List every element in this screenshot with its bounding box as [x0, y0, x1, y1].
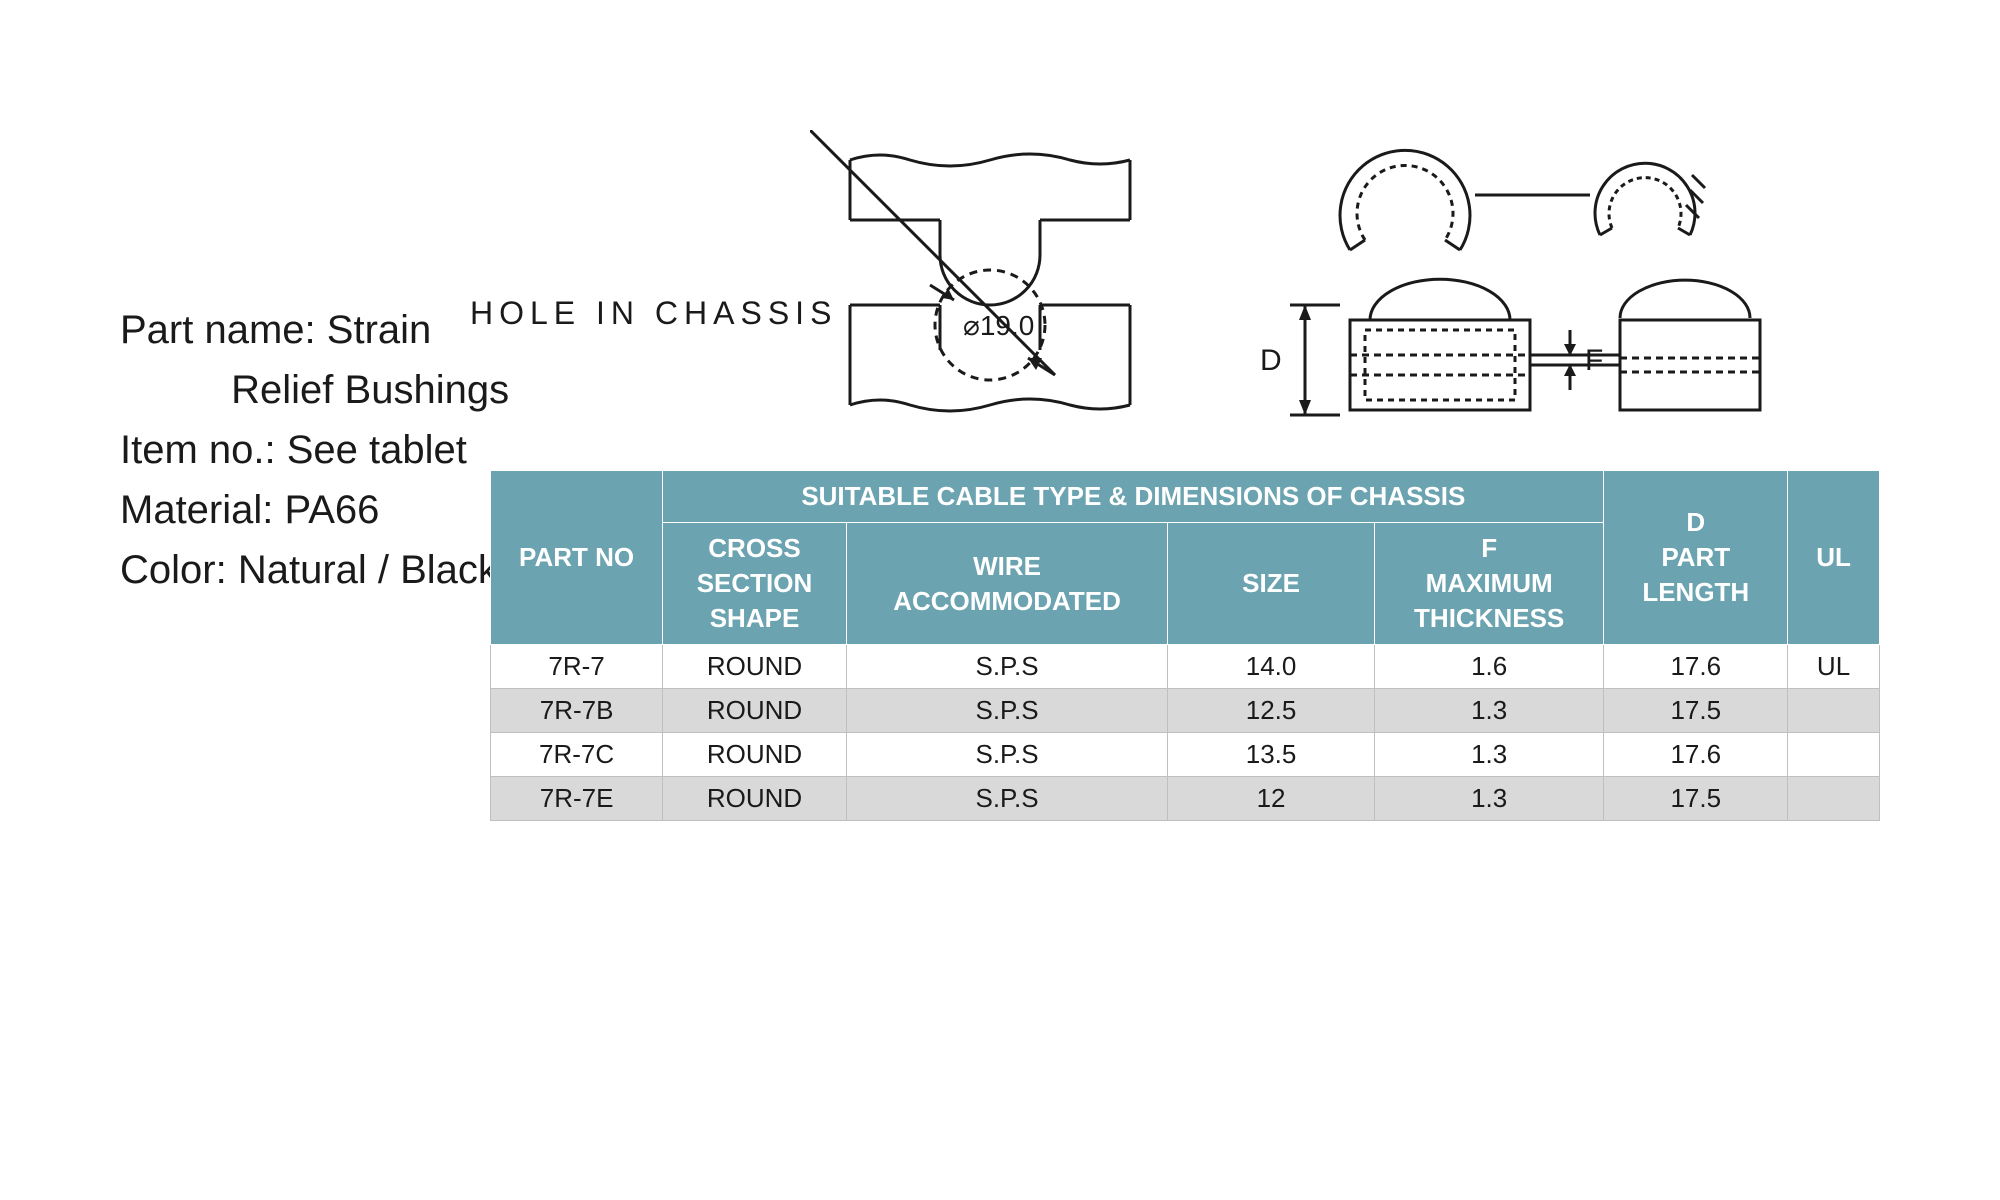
- material-value: PA66: [285, 488, 380, 532]
- th-f: FMAXIMUMTHICKNESS: [1374, 523, 1604, 645]
- diagram-bushing-closed: D F: [1250, 270, 1810, 450]
- cell-d: 17.6: [1604, 733, 1788, 777]
- item-no-line: Item no.: See tablet: [120, 420, 509, 480]
- info-block: Part name: Strain Relief Bushings Item n…: [120, 300, 509, 600]
- th-wire: WIREACCOMMODATED: [846, 523, 1167, 645]
- diagram-area: HOLE IN CHASSIS: [470, 120, 1870, 460]
- th-ul: UL: [1788, 471, 1880, 645]
- cell-cross: ROUND: [663, 689, 847, 733]
- color-label: Color:: [120, 548, 227, 592]
- cell-part_no: 7R-7C: [491, 733, 663, 777]
- cell-ul: [1788, 777, 1880, 821]
- cell-wire: S.P.S: [846, 645, 1167, 689]
- item-no-label: Item no.:: [120, 428, 276, 472]
- cell-size: 13.5: [1168, 733, 1375, 777]
- cell-f: 1.3: [1374, 777, 1604, 821]
- dim-f-label: F: [1585, 344, 1603, 377]
- material-label: Material:: [120, 488, 273, 532]
- th-part-no: PART NO: [491, 471, 663, 645]
- table-row: 7R-7ROUNDS.P.S14.01.617.6UL: [491, 645, 1880, 689]
- cell-wire: S.P.S: [846, 777, 1167, 821]
- cell-d: 17.5: [1604, 689, 1788, 733]
- table-head: PART NO SUITABLE CABLE TYPE & DIMENSIONS…: [491, 471, 1880, 645]
- part-name-label: Part name:: [120, 308, 316, 352]
- cell-cross: ROUND: [663, 645, 847, 689]
- th-d: DPARTLENGTH: [1604, 471, 1788, 645]
- th-cross: CROSSSECTIONSHAPE: [663, 523, 847, 645]
- part-name-line1: Part name: Strain: [120, 300, 509, 360]
- cell-cross: ROUND: [663, 777, 847, 821]
- cell-wire: S.P.S: [846, 689, 1167, 733]
- part-name-line2: Relief Bushings: [120, 360, 509, 420]
- cell-ul: [1788, 733, 1880, 777]
- th-group: SUITABLE CABLE TYPE & DIMENSIONS OF CHAS…: [663, 471, 1604, 523]
- cell-size: 12.5: [1168, 689, 1375, 733]
- diagram-hole-label: HOLE IN CHASSIS: [470, 295, 837, 332]
- cell-part_no: 7R-7: [491, 645, 663, 689]
- cell-ul: [1788, 689, 1880, 733]
- cell-part_no: 7R-7E: [491, 777, 663, 821]
- cell-d: 17.5: [1604, 777, 1788, 821]
- diagram-bushing-open: [1290, 120, 1770, 270]
- table-row: 7R-7EROUNDS.P.S121.317.5: [491, 777, 1880, 821]
- diameter-text: ⌀19.0: [963, 310, 1034, 341]
- th-size: SIZE: [1168, 523, 1375, 645]
- cell-cross: ROUND: [663, 733, 847, 777]
- part-name-value-1: Strain: [327, 308, 432, 352]
- cell-ul: UL: [1788, 645, 1880, 689]
- part-name-value-2: Relief Bushings: [231, 368, 509, 412]
- th-wire-text: WIREACCOMMODATED: [893, 551, 1121, 616]
- spec-table-wrap: PART NO SUITABLE CABLE TYPE & DIMENSIONS…: [490, 470, 1880, 821]
- th-cross-text: CROSSSECTIONSHAPE: [697, 533, 813, 633]
- table-body: 7R-7ROUNDS.P.S14.01.617.6UL7R-7BROUNDS.P…: [491, 645, 1880, 821]
- cell-f: 1.3: [1374, 733, 1604, 777]
- dim-d-label: D: [1260, 344, 1282, 377]
- color-line: Color: Natural / Black: [120, 540, 509, 600]
- material-line: Material: PA66: [120, 480, 509, 540]
- diagram-chassis-hole: ⌀19.0: [810, 130, 1170, 440]
- cell-f: 1.3: [1374, 689, 1604, 733]
- cell-wire: S.P.S: [846, 733, 1167, 777]
- cell-part_no: 7R-7B: [491, 689, 663, 733]
- cell-size: 14.0: [1168, 645, 1375, 689]
- item-no-value: See tablet: [287, 428, 467, 472]
- table-row: 7R-7BROUNDS.P.S12.51.317.5: [491, 689, 1880, 733]
- table-row: 7R-7CROUNDS.P.S13.51.317.6: [491, 733, 1880, 777]
- th-d-text: DPARTLENGTH: [1642, 507, 1749, 607]
- color-value: Natural / Black: [238, 548, 498, 592]
- cell-f: 1.6: [1374, 645, 1604, 689]
- th-f-text: FMAXIMUMTHICKNESS: [1414, 533, 1564, 633]
- cell-size: 12: [1168, 777, 1375, 821]
- spec-table: PART NO SUITABLE CABLE TYPE & DIMENSIONS…: [490, 470, 1880, 821]
- cell-d: 17.6: [1604, 645, 1788, 689]
